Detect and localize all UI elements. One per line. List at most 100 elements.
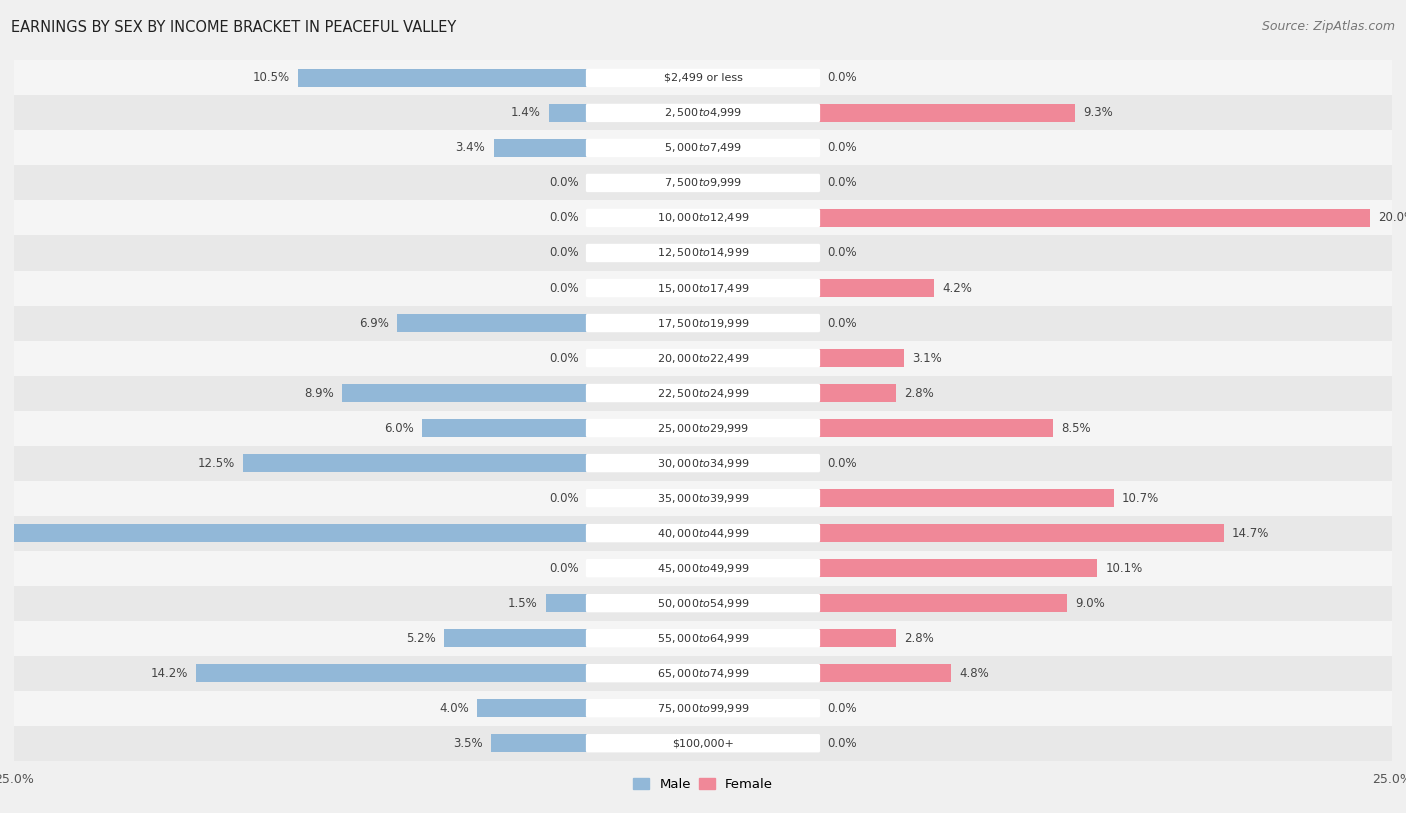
Text: $35,000 to $39,999: $35,000 to $39,999 [657, 492, 749, 505]
Text: 0.0%: 0.0% [827, 737, 856, 750]
Bar [298, 69, 588, 87]
Bar [396, 315, 588, 332]
Bar [548, 104, 588, 122]
Text: 0.0%: 0.0% [550, 211, 579, 224]
Text: 0.0%: 0.0% [550, 562, 579, 575]
Text: $30,000 to $34,999: $30,000 to $34,999 [657, 457, 749, 470]
Bar [14, 515, 1392, 550]
Text: 10.1%: 10.1% [1105, 562, 1143, 575]
Text: $15,000 to $17,499: $15,000 to $17,499 [657, 281, 749, 294]
Text: 6.9%: 6.9% [359, 316, 389, 329]
FancyBboxPatch shape [586, 104, 820, 122]
Bar [818, 664, 950, 682]
Text: 3.4%: 3.4% [456, 141, 485, 154]
Text: 6.0%: 6.0% [384, 422, 413, 435]
Bar [14, 95, 1392, 130]
Text: 9.3%: 9.3% [1083, 107, 1114, 120]
Text: $7,500 to $9,999: $7,500 to $9,999 [664, 176, 742, 189]
FancyBboxPatch shape [586, 314, 820, 333]
FancyBboxPatch shape [586, 209, 820, 227]
Text: 4.2%: 4.2% [943, 281, 973, 294]
Text: 10.5%: 10.5% [253, 72, 290, 85]
Text: 3.5%: 3.5% [453, 737, 482, 750]
Text: 1.5%: 1.5% [508, 597, 537, 610]
Bar [195, 664, 588, 682]
Bar [818, 489, 1114, 506]
Bar [14, 446, 1392, 480]
Text: 2.8%: 2.8% [904, 632, 934, 645]
Text: $20,000 to $22,499: $20,000 to $22,499 [657, 351, 749, 364]
Bar [818, 279, 935, 297]
Bar [494, 139, 588, 157]
FancyBboxPatch shape [586, 699, 820, 717]
Text: 20.0%: 20.0% [1378, 211, 1406, 224]
Text: 14.2%: 14.2% [150, 667, 187, 680]
Bar [818, 524, 1223, 542]
Text: 0.0%: 0.0% [827, 176, 856, 189]
Bar [342, 385, 588, 402]
FancyBboxPatch shape [586, 559, 820, 577]
Bar [818, 209, 1369, 227]
Text: 8.5%: 8.5% [1062, 422, 1091, 435]
FancyBboxPatch shape [586, 489, 820, 507]
Text: $55,000 to $64,999: $55,000 to $64,999 [657, 632, 749, 645]
Bar [14, 726, 1392, 761]
Bar [818, 594, 1067, 612]
Text: $12,500 to $14,999: $12,500 to $14,999 [657, 246, 749, 259]
Text: 0.0%: 0.0% [827, 141, 856, 154]
Bar [818, 350, 904, 367]
Text: 0.0%: 0.0% [550, 492, 579, 505]
Bar [818, 385, 896, 402]
Bar [14, 306, 1392, 341]
Bar [243, 454, 588, 472]
Bar [14, 480, 1392, 515]
Text: 9.0%: 9.0% [1076, 597, 1105, 610]
FancyBboxPatch shape [586, 244, 820, 262]
Text: 10.7%: 10.7% [1122, 492, 1159, 505]
Text: 0.0%: 0.0% [827, 246, 856, 259]
Text: $10,000 to $12,499: $10,000 to $12,499 [657, 211, 749, 224]
Bar [14, 655, 1392, 691]
Text: EARNINGS BY SEX BY INCOME BRACKET IN PEACEFUL VALLEY: EARNINGS BY SEX BY INCOME BRACKET IN PEA… [11, 20, 457, 35]
Text: 0.0%: 0.0% [550, 246, 579, 259]
Text: 0.0%: 0.0% [550, 351, 579, 364]
Text: 0.0%: 0.0% [827, 457, 856, 470]
Text: 3.1%: 3.1% [912, 351, 942, 364]
FancyBboxPatch shape [586, 279, 820, 298]
Text: 0.0%: 0.0% [827, 316, 856, 329]
Text: Source: ZipAtlas.com: Source: ZipAtlas.com [1261, 20, 1395, 33]
FancyBboxPatch shape [586, 419, 820, 437]
FancyBboxPatch shape [586, 384, 820, 402]
Bar [477, 699, 588, 717]
Text: $75,000 to $99,999: $75,000 to $99,999 [657, 702, 749, 715]
Bar [444, 629, 588, 647]
Text: $45,000 to $49,999: $45,000 to $49,999 [657, 562, 749, 575]
FancyBboxPatch shape [586, 629, 820, 647]
FancyBboxPatch shape [586, 174, 820, 192]
Text: 4.8%: 4.8% [959, 667, 988, 680]
Text: 0.0%: 0.0% [827, 702, 856, 715]
FancyBboxPatch shape [586, 524, 820, 542]
Bar [818, 629, 896, 647]
Bar [14, 550, 1392, 585]
Text: $50,000 to $54,999: $50,000 to $54,999 [657, 597, 749, 610]
Bar [14, 130, 1392, 166]
Text: $5,000 to $7,499: $5,000 to $7,499 [664, 141, 742, 154]
Text: $100,000+: $100,000+ [672, 738, 734, 748]
FancyBboxPatch shape [586, 594, 820, 612]
Bar [14, 271, 1392, 306]
Bar [818, 420, 1053, 437]
Text: $2,500 to $4,999: $2,500 to $4,999 [664, 107, 742, 120]
Text: 2.8%: 2.8% [904, 386, 934, 399]
FancyBboxPatch shape [586, 734, 820, 752]
FancyBboxPatch shape [586, 454, 820, 472]
Bar [422, 420, 588, 437]
Bar [818, 559, 1097, 577]
Text: $17,500 to $19,999: $17,500 to $19,999 [657, 316, 749, 329]
Bar [14, 236, 1392, 271]
Bar [818, 104, 1076, 122]
Text: 4.0%: 4.0% [439, 702, 468, 715]
Text: 0.0%: 0.0% [827, 72, 856, 85]
Bar [14, 585, 1392, 620]
Text: $40,000 to $44,999: $40,000 to $44,999 [657, 527, 749, 540]
